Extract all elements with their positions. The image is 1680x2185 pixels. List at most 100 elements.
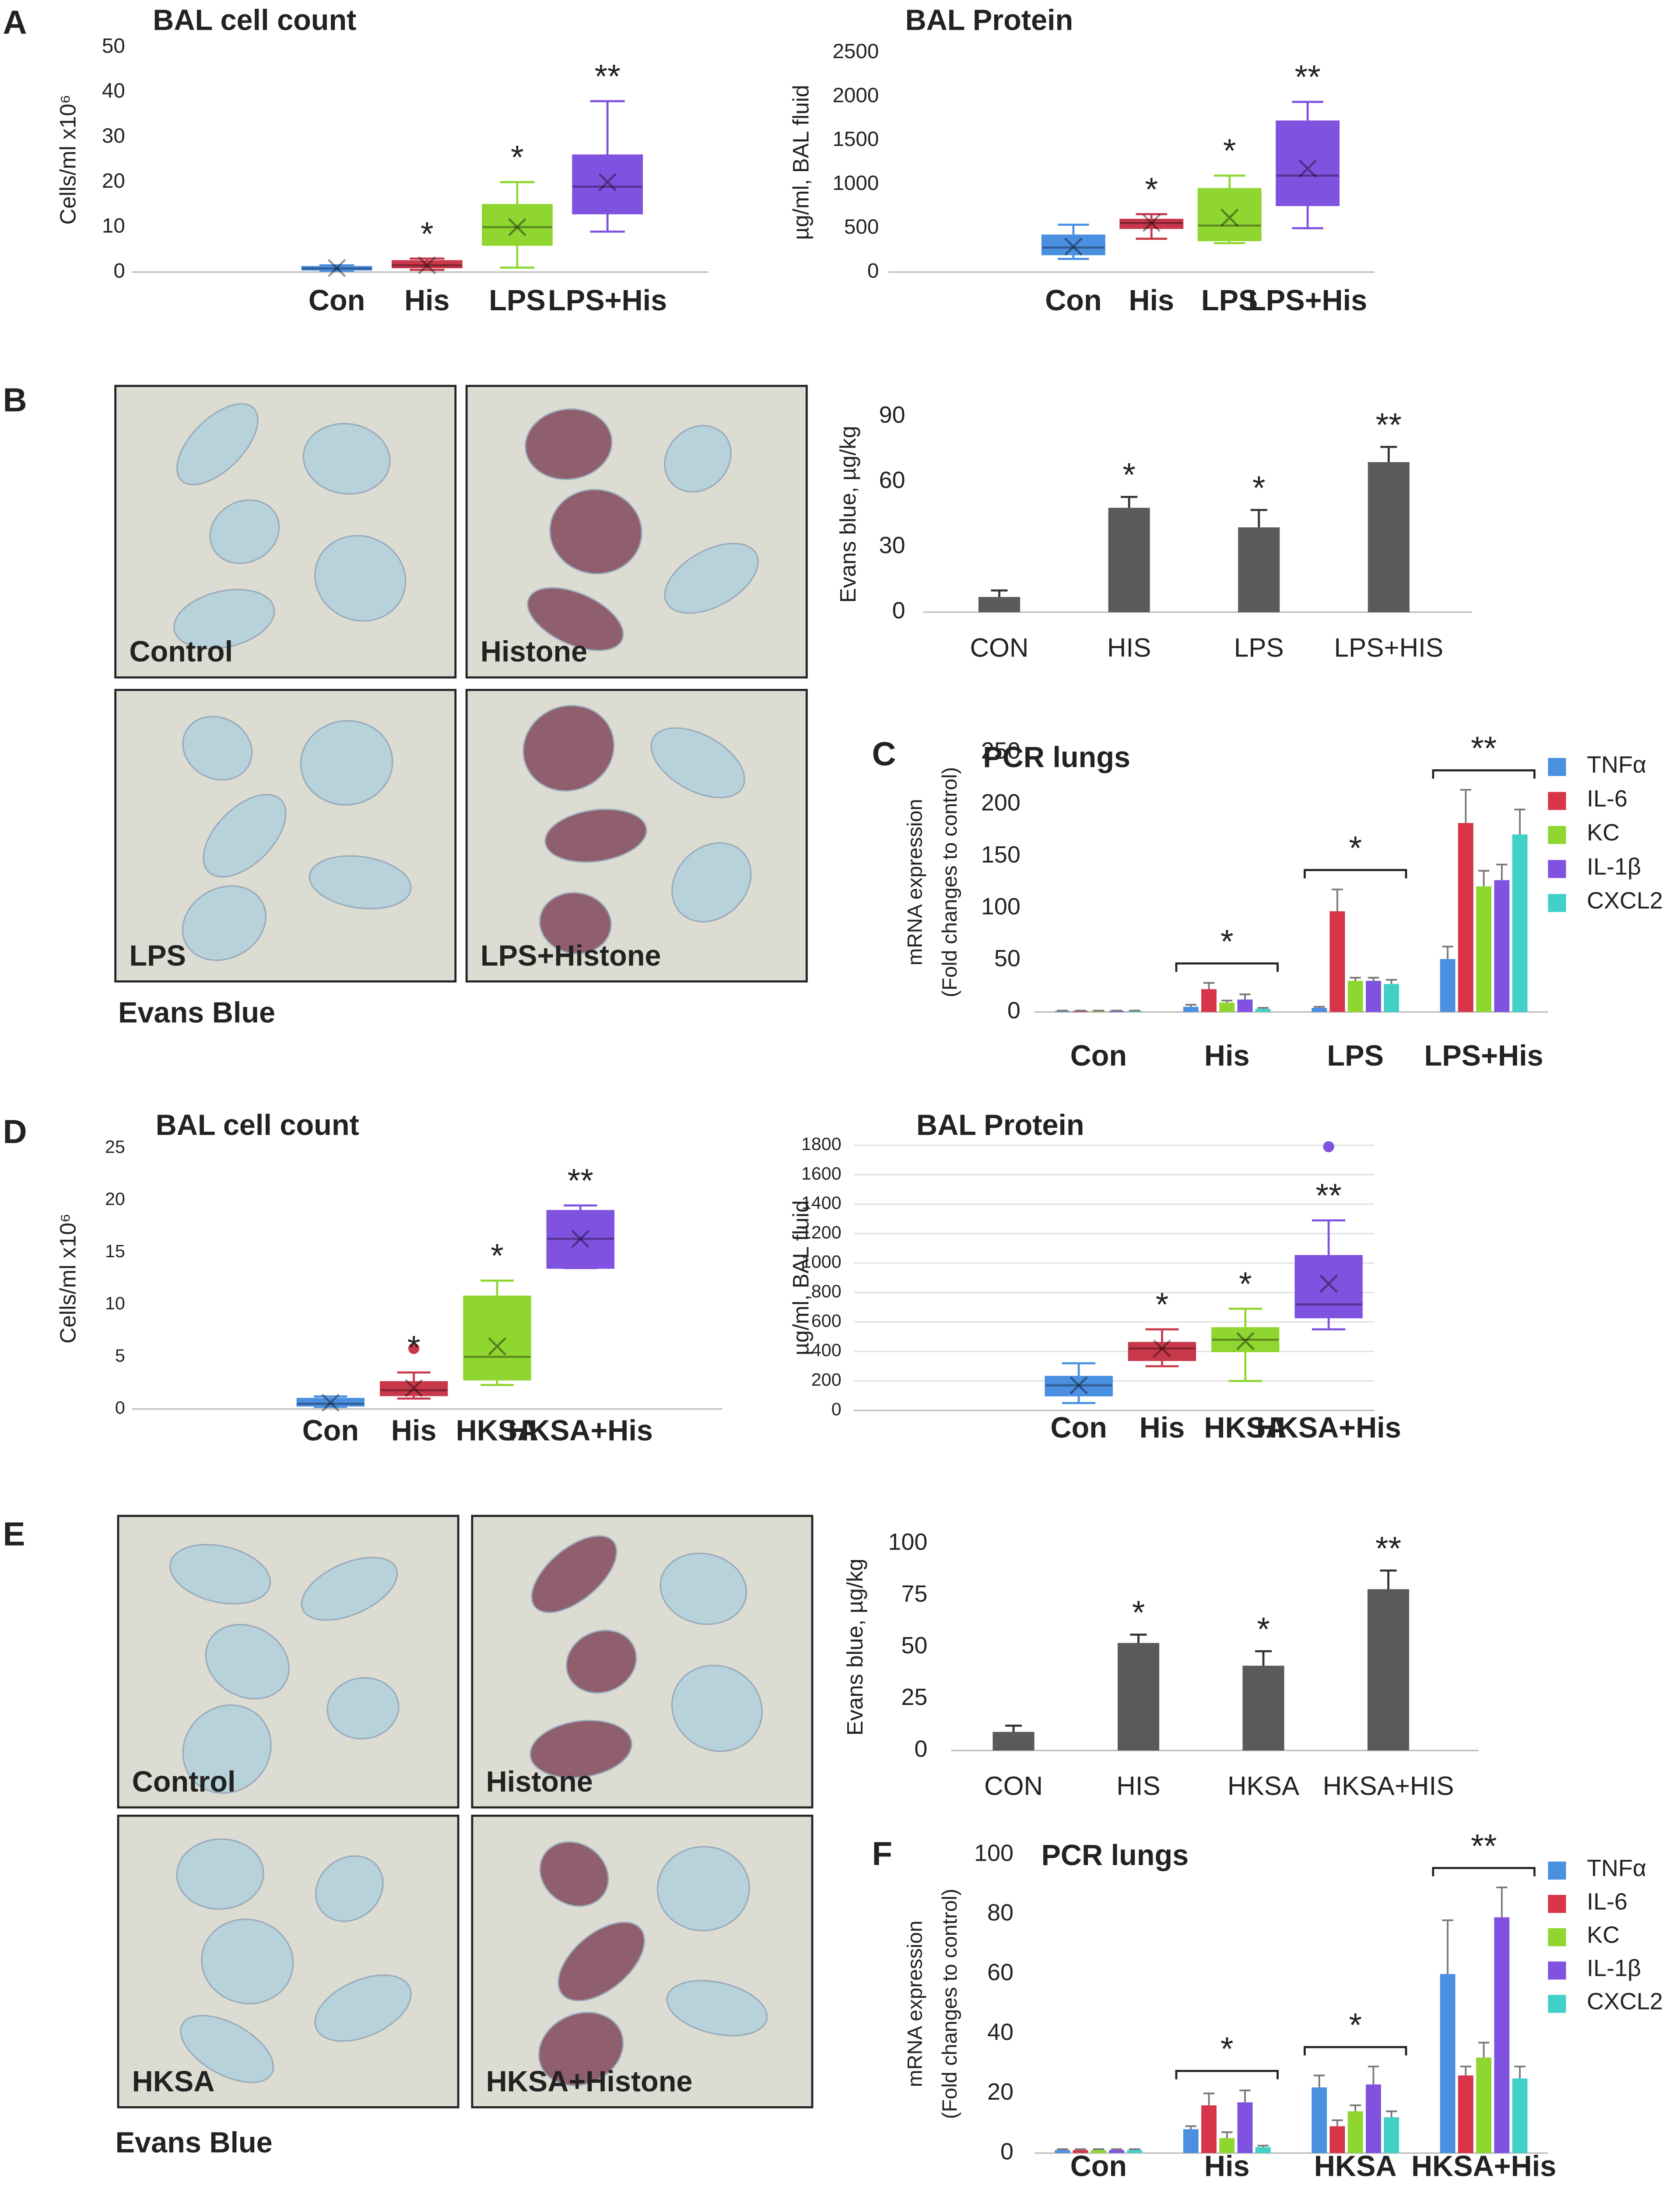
error-bar [1368,2066,1379,2085]
legend-swatch [1548,758,1566,776]
mean-marker [321,1393,340,1412]
box [482,203,553,246]
y-tick-label: 20 [987,2079,1014,2105]
error-bar [1257,2145,1269,2147]
y-tick-label: 2500 [832,40,879,63]
y-tick-label: 5 [115,1345,125,1365]
y-tick-label: 100 [981,893,1021,919]
lung-lobe [314,535,407,622]
lung-lobe [176,1838,264,1910]
y-tick-label: 30 [879,532,905,558]
error-bar [1005,1725,1022,1732]
x-tick-label: Con [1045,284,1101,317]
error-bar [1185,1004,1196,1007]
error-bar [1239,993,1251,1000]
x-tick-label: LPS [489,284,546,317]
x-tick-label: HKSA+His [1411,2150,1556,2183]
bar [1512,834,1528,1012]
photo [471,1814,814,2108]
photo-label: HKSA [132,2066,215,2098]
lung-lobe [176,403,259,485]
y-tick-label: 2000 [832,84,879,107]
lung-lobe [664,543,759,614]
x-tick-label: Con [1070,2150,1127,2183]
significance-mark: ** [1471,730,1497,767]
x-tick-label: HKSA [456,1414,539,1447]
y-tick-label: 1000 [801,1252,842,1272]
x-tick-label: HKSA [1228,1771,1300,1801]
significance-mark: * [407,1329,421,1367]
error-bar [1075,2148,1086,2150]
significance-mark: * [1221,2031,1234,2068]
lung-lobe [549,489,642,575]
panel-letter: C [872,736,896,773]
y-axis-label: µg/ml, BAL fluid [788,1200,813,1356]
y-tick-label: 30 [102,124,125,147]
whisker-low [1145,1360,1179,1368]
significance-mark: * [511,139,524,176]
whisker-high [480,1279,514,1297]
lung-lobe [326,1677,400,1740]
y-axis-label: Evans blue, µg/kg [842,1559,867,1736]
mean-marker [1220,208,1239,227]
photo [114,689,457,983]
error-bar [1250,509,1267,528]
mean-marker [1142,214,1161,232]
error-bar [1121,496,1138,508]
y-axis-label: µg/ml, BAL fluid [788,85,813,240]
significance-mark: ** [568,1162,593,1199]
mean-marker [1070,1376,1088,1395]
mean-marker [571,1230,590,1248]
bar [1368,462,1410,612]
whisker-high [500,181,535,205]
lung-lobe [544,808,647,863]
y-tick-label: 10 [105,1293,125,1313]
y-tick-label: 40 [102,79,125,102]
bar [1183,1007,1199,1012]
x-tick-label: LPS+His [548,284,667,317]
mean-marker [508,218,526,236]
significance-mark: * [1221,923,1234,960]
bar [1476,2057,1492,2153]
mean-marker [327,259,346,277]
y-tick-label: 100 [888,1529,927,1555]
y-tick-label: 800 [811,1281,842,1301]
mean-marker [1298,159,1317,178]
y-tick-label: 1400 [801,1193,842,1213]
error-bar [1442,946,1453,959]
lung-lobe [539,892,612,954]
bar [1365,2084,1381,2153]
y-tick-label: 150 [981,842,1021,868]
y-axis-label: mRNA expression [904,799,927,966]
bar [1183,2129,1199,2153]
error-bar [1368,977,1379,981]
chart-title: PCR lungs [1041,1839,1189,1872]
error-bar [1111,1010,1122,1012]
panel-letter: F [872,1835,892,1872]
outlier [1323,1141,1334,1153]
bar [1347,2111,1363,2153]
bar [1242,1666,1284,1751]
lung-lobe [182,1704,272,1794]
y-tick-label: 20 [105,1189,125,1209]
y-tick-label: 90 [879,402,905,428]
panel-letter: A [3,4,27,41]
y-axis-label: Evans blue, µg/kg [835,426,860,603]
lung-lobe [565,1630,637,1694]
x-tick-label: HKSA+HIS [1323,1771,1454,1801]
x-tick-label: His [1204,1040,1250,1072]
significance-mark: * [1239,1266,1252,1303]
y-axis-label: mRNA expression [904,1921,927,2087]
y-tick-label: 25 [901,1684,927,1710]
error-bar [1442,1919,1453,1974]
mean-marker [1236,1332,1255,1350]
bar [1312,1008,1327,1012]
lung-lobe [664,425,732,493]
y-tick-label: 600 [811,1311,842,1331]
box [379,1381,448,1396]
bracket [1304,869,1407,879]
error-bar [1057,1010,1068,1012]
bracket [1432,1867,1536,1876]
legend-label: CXCL2 [1587,887,1663,914]
panel-letter: E [3,1516,25,1553]
